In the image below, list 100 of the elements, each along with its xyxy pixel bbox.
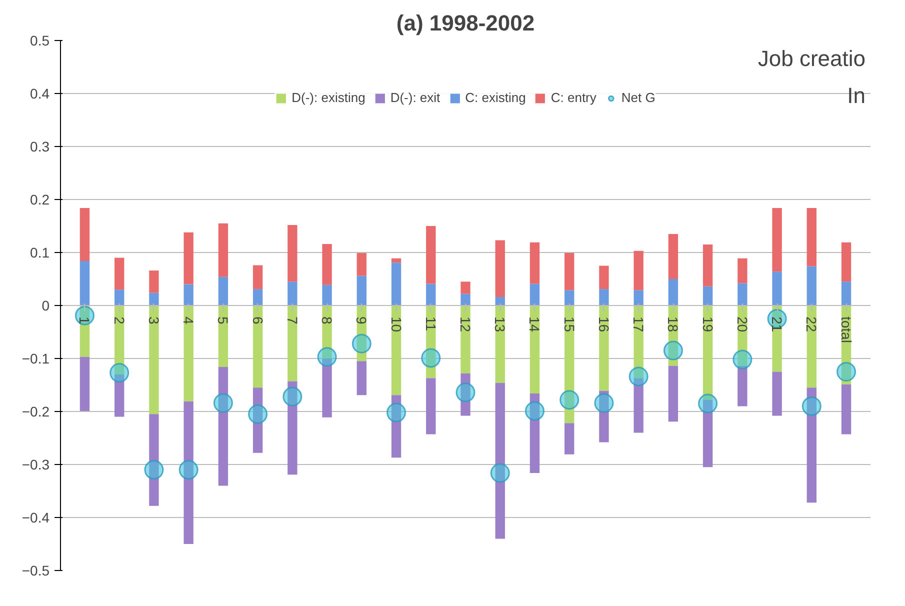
bar [114,306,124,374]
bar [634,250,644,290]
x-tick-label: 13 [492,316,508,332]
bar [184,232,194,284]
point [110,363,130,383]
bar [841,242,852,282]
bar [495,297,505,306]
point [386,402,406,422]
bar [772,306,782,372]
bar [149,414,159,506]
bar [288,306,298,382]
bar [738,283,748,306]
y-tick-label: 0.5 [30,32,50,48]
bar [426,226,436,284]
bar [184,401,194,544]
y-tick-label: −0.1 [22,350,50,366]
x-tick-label: 19 [700,316,716,332]
bar [391,262,402,306]
bar [114,374,124,417]
x-tick-label: 17 [630,316,647,332]
bar [599,390,609,442]
x-tick-label: total [838,316,854,343]
bar [530,284,540,306]
annotation: Job creatio [758,46,866,71]
bar [634,306,644,378]
bar [252,306,263,388]
bar [149,270,159,293]
bar [564,306,574,424]
x-tick-label: 1 [76,316,93,324]
point [594,393,614,413]
bar [460,373,470,416]
y-tick-label: −0.2 [22,404,50,420]
bar [564,253,574,290]
x-tick-label: 20 [734,316,750,332]
x-tick-label: 12 [458,316,474,332]
bar [806,266,816,306]
bar [702,306,713,400]
x-tick-label: 16 [596,316,612,332]
legend-label: Net G [621,90,656,105]
bar [772,272,782,306]
bar [772,372,782,416]
bar [218,276,228,306]
y-tick-label: 0 [42,298,50,314]
x-tick-label: 15 [561,316,578,332]
bar [599,289,609,306]
bar [218,306,228,367]
x-tick-label: 21 [769,316,786,332]
point [282,386,302,406]
bar [252,289,263,306]
bar [668,279,678,306]
x-tick-label: 4 [180,316,197,324]
bar [460,294,470,306]
bar [564,290,574,306]
bar [322,306,332,358]
y-tick-label: −0.3 [22,456,50,472]
bar [252,388,263,453]
bar [288,282,298,306]
bar [772,208,782,272]
point [213,393,233,413]
bar [426,378,436,434]
chart-title: (a) 1998-2002 [396,10,535,36]
bar [841,384,852,434]
x-tick-label: 18 [665,316,682,332]
y-tick-label: −0.4 [22,510,50,526]
bar [80,356,90,411]
point [490,463,510,483]
point [144,460,164,480]
point [663,340,683,360]
legend-label: C: existing [465,90,526,105]
x-tick-label: 11 [422,316,439,332]
x-tick-label: 14 [526,316,543,332]
x-tick-label: 5 [215,316,232,324]
bar [668,234,678,279]
x-tick-label: 7 [284,316,300,324]
bar [702,244,713,286]
bar [80,208,90,261]
bar [391,258,402,263]
bar [702,400,713,468]
legend-label: D(-): existing [292,90,366,105]
bar [495,382,505,539]
point [317,347,337,367]
bar [252,265,263,290]
bar [806,208,816,266]
bar [564,423,574,454]
x-tick-label: 6 [250,316,266,324]
bar [738,366,748,406]
bar [530,242,540,284]
point [836,362,856,382]
point [352,334,372,354]
bar [356,276,366,306]
bar [426,284,436,306]
bar [668,366,678,422]
x-tick-label: 9 [354,316,370,324]
bar [322,358,332,418]
bar [322,244,332,285]
point [732,350,752,370]
bar [114,290,124,306]
bar [634,290,644,306]
bar [80,260,90,306]
bar [356,253,366,276]
